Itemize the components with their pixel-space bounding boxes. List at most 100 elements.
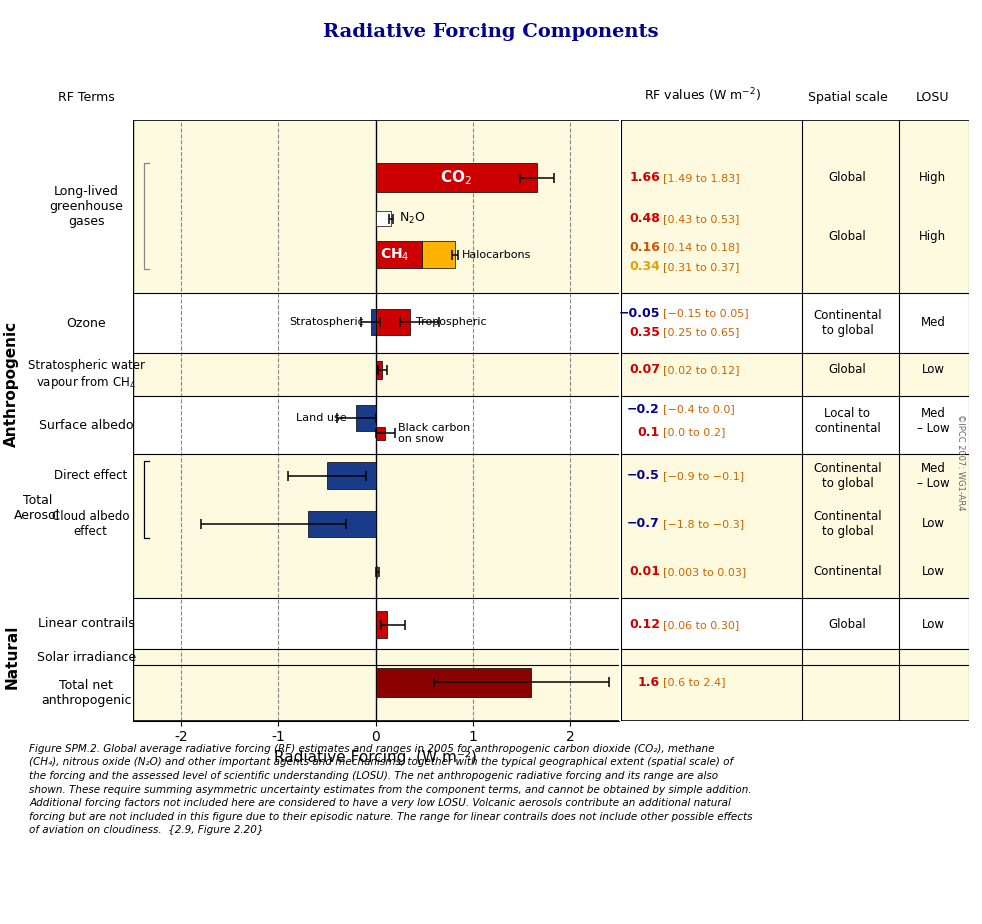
Bar <box>375 212 391 225</box>
Bar <box>899 293 969 353</box>
Text: Low: Low <box>921 618 945 631</box>
Bar <box>621 120 802 293</box>
Text: Land use: Land use <box>296 413 347 423</box>
Text: [−0.4 to 0.0]: [−0.4 to 0.0] <box>663 405 735 414</box>
Text: [0.25 to 0.65]: [0.25 to 0.65] <box>663 327 739 337</box>
Text: Linear contrails: Linear contrails <box>38 617 135 630</box>
Text: High: High <box>919 230 947 243</box>
Text: RF Terms: RF Terms <box>58 91 115 104</box>
Text: Global: Global <box>829 230 866 243</box>
Text: [0.02 to 0.12]: [0.02 to 0.12] <box>663 365 739 375</box>
Bar <box>802 454 899 598</box>
Text: Tropospheric: Tropospheric <box>416 317 487 327</box>
Text: Stratospheric: Stratospheric <box>290 317 364 327</box>
Bar <box>133 665 619 721</box>
Bar <box>133 120 619 293</box>
Text: 1.6: 1.6 <box>637 675 660 688</box>
Text: Direct effect: Direct effect <box>54 469 127 482</box>
Text: LOSU: LOSU <box>916 91 950 104</box>
Bar <box>133 454 619 598</box>
Text: Med
– Low: Med – Low <box>916 462 950 490</box>
Bar <box>356 405 375 432</box>
Text: 1.66: 1.66 <box>629 171 660 184</box>
Text: −0.05: −0.05 <box>619 307 660 320</box>
Text: 0.07: 0.07 <box>628 363 660 376</box>
Bar <box>802 665 899 721</box>
Bar <box>375 668 531 697</box>
Text: Global: Global <box>829 363 866 376</box>
Bar <box>621 665 802 721</box>
Text: 0.12: 0.12 <box>628 618 660 631</box>
Bar <box>621 396 802 454</box>
Text: Anthropogenic: Anthropogenic <box>4 322 20 447</box>
Text: 0.35: 0.35 <box>629 326 660 339</box>
Text: [0.14 to 0.18]: [0.14 to 0.18] <box>663 242 739 252</box>
Text: 0.1: 0.1 <box>637 426 660 439</box>
Text: Med
– Low: Med – Low <box>916 407 950 435</box>
Text: Total net
anthropogenic: Total net anthropogenic <box>41 679 132 707</box>
Text: CH$_4$: CH$_4$ <box>380 247 409 262</box>
Bar <box>899 598 969 649</box>
Text: Med: Med <box>920 316 946 329</box>
Text: [−0.9 to −0.1]: [−0.9 to −0.1] <box>663 470 744 480</box>
Text: [−1.8 to −0.3]: [−1.8 to −0.3] <box>663 518 744 529</box>
Text: Cloud albedo
effect: Cloud albedo effect <box>52 510 129 538</box>
Text: Black carbon
on snow: Black carbon on snow <box>398 422 470 444</box>
Text: Global: Global <box>829 618 866 631</box>
Text: −0.5: −0.5 <box>627 469 660 482</box>
Bar <box>422 241 456 268</box>
Bar <box>133 353 619 396</box>
Text: [0.003 to 0.03]: [0.003 to 0.03] <box>663 566 746 577</box>
Text: CO$_2$: CO$_2$ <box>440 168 472 188</box>
Text: Figure SPM.2. Global average radiative forcing (RF) estimates and ranges in 2005: Figure SPM.2. Global average radiative f… <box>29 744 753 835</box>
Text: 0.48: 0.48 <box>629 213 660 225</box>
Bar <box>621 598 802 649</box>
Bar <box>133 598 619 649</box>
Text: Global: Global <box>829 171 866 184</box>
Text: Radiative Forcing Components: Radiative Forcing Components <box>323 23 659 41</box>
Text: [1.49 to 1.83]: [1.49 to 1.83] <box>663 173 739 183</box>
Bar <box>307 510 375 537</box>
Text: Low: Low <box>921 565 945 578</box>
Bar <box>327 462 375 489</box>
Text: [0.0 to 0.2]: [0.0 to 0.2] <box>663 428 726 437</box>
Bar <box>802 120 899 293</box>
Bar <box>802 396 899 454</box>
Text: Spatial scale: Spatial scale <box>807 91 888 104</box>
Bar <box>802 598 899 649</box>
Text: Local to
continental: Local to continental <box>814 407 881 435</box>
Text: Low: Low <box>921 363 945 376</box>
Text: N$_2$O: N$_2$O <box>400 211 426 226</box>
Bar <box>375 309 409 335</box>
Text: High: High <box>919 171 947 184</box>
Text: 0.16: 0.16 <box>629 241 660 254</box>
Bar <box>802 293 899 353</box>
Bar <box>802 649 899 665</box>
Text: 0.34: 0.34 <box>629 261 660 274</box>
Bar <box>899 120 969 293</box>
Bar <box>899 665 969 721</box>
Bar <box>621 454 802 598</box>
Text: Continental
to global: Continental to global <box>813 510 882 538</box>
Text: Continental
to global: Continental to global <box>813 462 882 490</box>
Bar <box>621 353 802 396</box>
Text: Surface albedo: Surface albedo <box>39 419 134 432</box>
Text: [−0.15 to 0.05]: [−0.15 to 0.05] <box>663 309 748 318</box>
Text: RF values (W m$^{-2}$): RF values (W m$^{-2}$) <box>643 87 761 104</box>
Text: 0.01: 0.01 <box>628 565 660 578</box>
Text: Total
Aerosol: Total Aerosol <box>15 493 60 522</box>
Bar <box>133 293 619 353</box>
Text: Solar irradiance: Solar irradiance <box>37 650 136 663</box>
Text: [0.43 to 0.53]: [0.43 to 0.53] <box>663 213 739 224</box>
Text: [0.6 to 2.4]: [0.6 to 2.4] <box>663 677 726 687</box>
Bar <box>802 353 899 396</box>
Bar <box>375 361 382 379</box>
Bar <box>899 649 969 665</box>
Bar <box>375 241 422 268</box>
Bar <box>621 293 802 353</box>
Text: −0.7: −0.7 <box>627 517 660 530</box>
Text: [0.31 to 0.37]: [0.31 to 0.37] <box>663 261 739 272</box>
Text: Stratospheric water
vapour from CH$_4$: Stratospheric water vapour from CH$_4$ <box>27 359 145 391</box>
Text: −0.2: −0.2 <box>627 403 660 416</box>
Text: Continental
to global: Continental to global <box>813 309 882 337</box>
